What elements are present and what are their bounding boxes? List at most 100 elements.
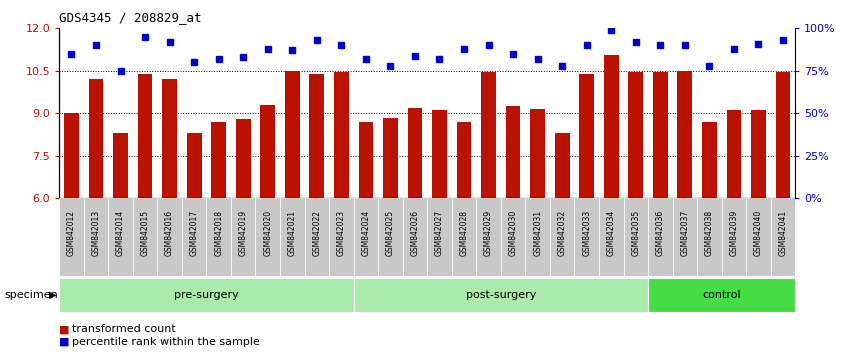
Bar: [378, 198, 403, 276]
Text: percentile rank within the sample: percentile rank within the sample: [72, 337, 260, 347]
Bar: [133, 198, 157, 276]
Text: GSM842018: GSM842018: [214, 210, 223, 256]
Bar: [84, 198, 108, 276]
Bar: [624, 198, 648, 276]
Bar: [138, 74, 152, 198]
Text: GSM842040: GSM842040: [754, 210, 763, 256]
Bar: [408, 108, 422, 198]
Bar: [285, 71, 299, 198]
Text: ■: ■: [59, 324, 69, 334]
Bar: [59, 278, 354, 312]
Bar: [678, 71, 692, 198]
Bar: [157, 198, 182, 276]
Bar: [555, 133, 569, 198]
Bar: [481, 72, 496, 198]
Bar: [113, 133, 128, 198]
Text: GSM842036: GSM842036: [656, 210, 665, 256]
Bar: [64, 113, 79, 198]
Bar: [550, 198, 574, 276]
Text: control: control: [702, 290, 741, 300]
Text: GSM842021: GSM842021: [288, 210, 297, 256]
Bar: [506, 106, 520, 198]
Bar: [771, 198, 795, 276]
Text: GSM842032: GSM842032: [558, 210, 567, 256]
Bar: [697, 198, 722, 276]
Text: GSM842025: GSM842025: [386, 210, 395, 256]
Bar: [255, 198, 280, 276]
Text: pre-surgery: pre-surgery: [174, 290, 239, 300]
Bar: [604, 55, 618, 198]
Bar: [403, 198, 427, 276]
Bar: [702, 122, 717, 198]
Bar: [580, 74, 594, 198]
Bar: [354, 198, 378, 276]
Bar: [236, 119, 250, 198]
Bar: [525, 198, 550, 276]
Bar: [108, 198, 133, 276]
Bar: [59, 198, 84, 276]
Bar: [599, 198, 624, 276]
Text: GSM842015: GSM842015: [140, 210, 150, 256]
Text: GSM842012: GSM842012: [67, 210, 76, 256]
Bar: [476, 198, 501, 276]
Bar: [648, 278, 795, 312]
Bar: [334, 72, 349, 198]
Text: GSM842041: GSM842041: [778, 210, 788, 256]
Text: GSM842033: GSM842033: [582, 210, 591, 256]
Bar: [354, 278, 648, 312]
Text: GSM842019: GSM842019: [239, 210, 248, 256]
Bar: [432, 110, 447, 198]
Bar: [359, 122, 373, 198]
Text: GSM842023: GSM842023: [337, 210, 346, 256]
Bar: [261, 105, 275, 198]
Bar: [310, 74, 324, 198]
Bar: [501, 198, 525, 276]
Text: GSM842038: GSM842038: [705, 210, 714, 256]
Text: GSM842022: GSM842022: [312, 210, 321, 256]
Text: GSM842030: GSM842030: [508, 210, 518, 256]
Text: GSM842035: GSM842035: [631, 210, 640, 256]
Bar: [383, 118, 398, 198]
Bar: [727, 110, 741, 198]
Text: GSM842034: GSM842034: [607, 210, 616, 256]
Bar: [746, 198, 771, 276]
Bar: [751, 110, 766, 198]
Bar: [574, 198, 599, 276]
Bar: [305, 198, 329, 276]
Bar: [457, 122, 471, 198]
Bar: [206, 198, 231, 276]
Text: GSM842039: GSM842039: [729, 210, 739, 256]
Text: GSM842024: GSM842024: [361, 210, 371, 256]
Bar: [89, 79, 103, 198]
Bar: [182, 198, 206, 276]
Bar: [427, 198, 452, 276]
Bar: [329, 198, 354, 276]
Text: GSM842017: GSM842017: [190, 210, 199, 256]
Bar: [452, 198, 476, 276]
Text: GSM842029: GSM842029: [484, 210, 493, 256]
Text: GSM842027: GSM842027: [435, 210, 444, 256]
Text: GSM842026: GSM842026: [410, 210, 420, 256]
Bar: [530, 109, 545, 198]
Bar: [648, 198, 673, 276]
Text: GSM842016: GSM842016: [165, 210, 174, 256]
Text: transformed count: transformed count: [72, 324, 176, 334]
Bar: [231, 198, 255, 276]
Text: post-surgery: post-surgery: [465, 290, 536, 300]
Text: specimen: specimen: [4, 290, 58, 299]
Bar: [653, 72, 667, 198]
Bar: [187, 133, 201, 198]
Bar: [212, 122, 226, 198]
Text: GSM842020: GSM842020: [263, 210, 272, 256]
Text: ■: ■: [59, 337, 69, 347]
Bar: [162, 79, 177, 198]
Bar: [776, 72, 790, 198]
Text: GSM842013: GSM842013: [91, 210, 101, 256]
Text: ▶: ▶: [49, 290, 57, 299]
Text: GSM842031: GSM842031: [533, 210, 542, 256]
Bar: [629, 72, 643, 198]
Text: GSM842028: GSM842028: [459, 210, 469, 256]
Bar: [673, 198, 697, 276]
Text: GSM842014: GSM842014: [116, 210, 125, 256]
Text: GDS4345 / 208829_at: GDS4345 / 208829_at: [59, 11, 201, 24]
